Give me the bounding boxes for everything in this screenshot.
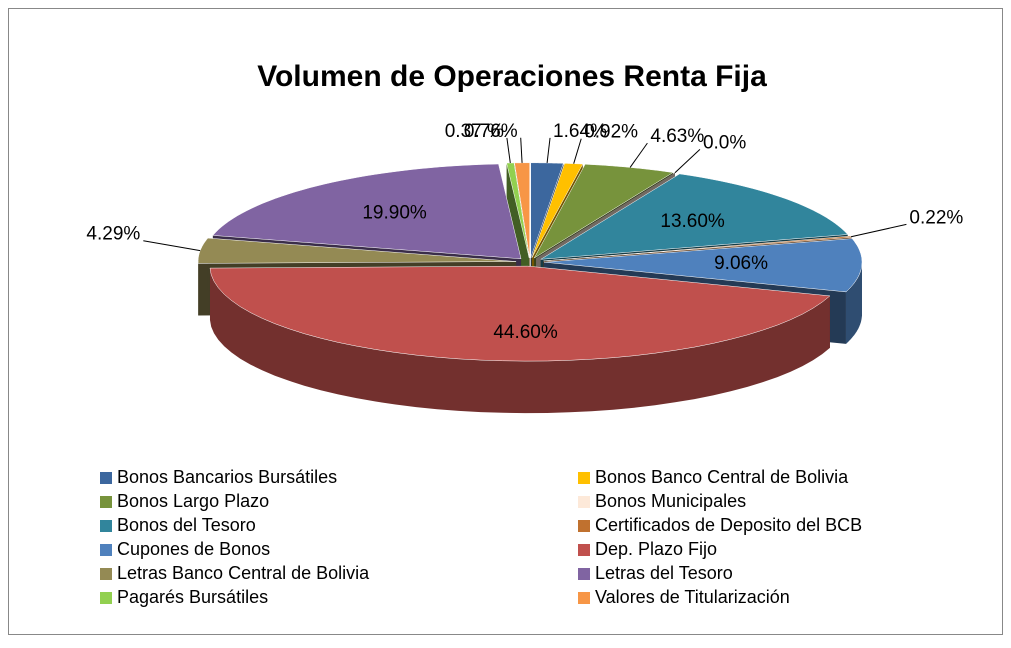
legend-label: Bonos Bancarios Bursátiles	[117, 467, 337, 487]
legend-swatch	[100, 568, 112, 580]
legend-label: Valores de Titularización	[595, 587, 790, 607]
legend-label: Pagarés Bursátiles	[117, 587, 268, 607]
legend-label: Bonos Municipales	[595, 491, 746, 511]
data-label: 13.60%	[660, 211, 725, 232]
legend-label: Letras del Tesoro	[595, 563, 733, 583]
legend-swatch	[578, 544, 590, 556]
legend-swatch	[578, 496, 590, 508]
legend-swatch	[100, 520, 112, 532]
legend-swatch	[578, 520, 590, 532]
data-label: 44.60%	[493, 322, 558, 343]
data-label: 19.90%	[362, 203, 427, 224]
data-label: 0.22%	[909, 207, 963, 228]
legend-swatch	[578, 472, 590, 484]
legend-swatch	[578, 568, 590, 580]
legend-swatch	[100, 472, 112, 484]
legend-label: Dep. Plazo Fijo	[595, 539, 717, 559]
data-label: 9.06%	[714, 253, 768, 274]
legend-swatch	[100, 592, 112, 604]
data-label: 4.63%	[650, 126, 704, 147]
data-label: 0.76%	[464, 121, 518, 142]
data-label: 0.92%	[584, 122, 638, 143]
legend-label: Bonos del Tesoro	[117, 515, 256, 535]
legend-swatch	[578, 592, 590, 604]
legend-swatch	[100, 544, 112, 556]
chart-title: Volumen de Operaciones Renta Fija	[257, 60, 767, 93]
legend-swatch	[100, 496, 112, 508]
legend-label: Letras Banco Central de Bolivia	[117, 563, 370, 583]
legend-label: Bonos Banco Central de Bolivia	[595, 467, 849, 487]
data-label: 0.0%	[703, 132, 746, 153]
legend-label: Cupones de Bonos	[117, 539, 270, 559]
legend-label: Bonos Largo Plazo	[117, 491, 269, 511]
legend-label: Certificados de Deposito del BCB	[595, 515, 862, 535]
data-label: 4.29%	[86, 224, 140, 245]
